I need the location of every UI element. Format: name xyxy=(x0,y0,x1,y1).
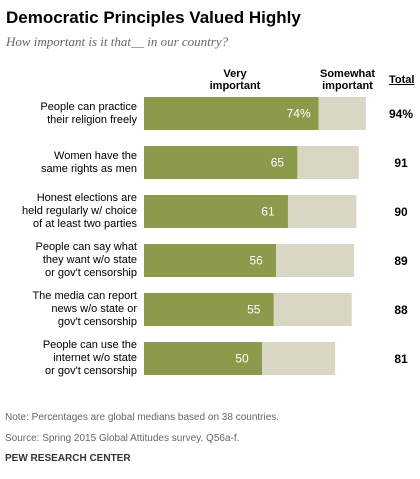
column-header-total: Total xyxy=(389,74,415,86)
column-header-very-important: Very important xyxy=(209,68,261,92)
category-label: Honest elections are held regularly w/ ch… xyxy=(7,192,137,231)
bar-somewhat-important xyxy=(276,244,355,277)
category-label-line: or gov't censorship xyxy=(45,365,137,377)
chart-title: Democratic Principles Valued Highly xyxy=(6,8,301,27)
category-label: People can practice their religion freely xyxy=(7,101,137,127)
category-label-line: gov't censorship xyxy=(57,316,137,328)
bar-value-label: 65 xyxy=(271,156,285,170)
bar-very-important xyxy=(144,97,319,130)
category-label-line: People can say what xyxy=(35,241,137,253)
category-label: People can say what they want w/o state or… xyxy=(7,241,137,280)
category-label-line: People can use the xyxy=(42,339,137,351)
total-value: 91 xyxy=(394,155,408,170)
bar-very-important xyxy=(144,293,274,326)
bar-value-label: 61 xyxy=(261,205,275,219)
bar-very-important xyxy=(144,146,298,179)
category-label-line: their religion freely xyxy=(47,113,137,126)
bar-very-important xyxy=(144,195,288,228)
category-label: People can use the internet w/o state or g… xyxy=(7,339,137,378)
category-label-line: held regularly w/ choice xyxy=(22,205,137,217)
category-label-line: internet w/o state xyxy=(53,352,137,364)
total-value: 88 xyxy=(394,302,408,317)
total-value: 94% xyxy=(388,106,414,121)
category-label-line: or gov't censorship xyxy=(45,267,137,279)
category-label: The media can report news w/o state or gov… xyxy=(7,290,137,329)
stacked-bar-chart: 74% 65 61 56 55 50 xyxy=(144,97,366,375)
bar-very-important xyxy=(144,342,262,375)
category-label-line: The media can report xyxy=(32,290,137,302)
total-value: 90 xyxy=(394,204,408,219)
category-label-line: Honest elections are xyxy=(36,192,137,204)
bar-very-important xyxy=(144,244,277,277)
total-value: 89 xyxy=(394,253,408,268)
footer-brand: PEW RESEARCH CENTER xyxy=(5,453,131,464)
bar-somewhat-important xyxy=(273,293,352,326)
category-label-line: Women have the xyxy=(54,149,137,162)
bar-somewhat-important xyxy=(287,195,357,228)
category-label-line: People can practice xyxy=(40,100,137,113)
bar-value-label: 56 xyxy=(249,254,263,268)
bar-somewhat-important xyxy=(297,146,359,179)
category-label-line: they want w/o state xyxy=(42,254,137,266)
category-label-line: of at least two parties xyxy=(33,218,137,230)
total-value: 81 xyxy=(394,351,408,366)
chart-subtitle: How important is it that__ in our countr… xyxy=(6,34,229,49)
bar-value-label: 55 xyxy=(247,303,261,317)
category-label: Women have the same rights as men xyxy=(7,150,137,176)
bar-somewhat-important xyxy=(262,342,336,375)
footer-source: Source: Spring 2015 Global Attitudes sur… xyxy=(5,433,240,444)
bar-value-label: 50 xyxy=(235,352,249,366)
footer-note: Note: Percentages are global medians bas… xyxy=(5,412,280,423)
category-label-line: news w/o state or xyxy=(51,303,137,315)
category-label-line: same rights as men xyxy=(41,162,137,175)
column-header-somewhat-important: Somewhat important xyxy=(319,68,375,92)
bar-somewhat-important xyxy=(318,97,366,130)
bar-value-label: 74% xyxy=(287,107,311,121)
